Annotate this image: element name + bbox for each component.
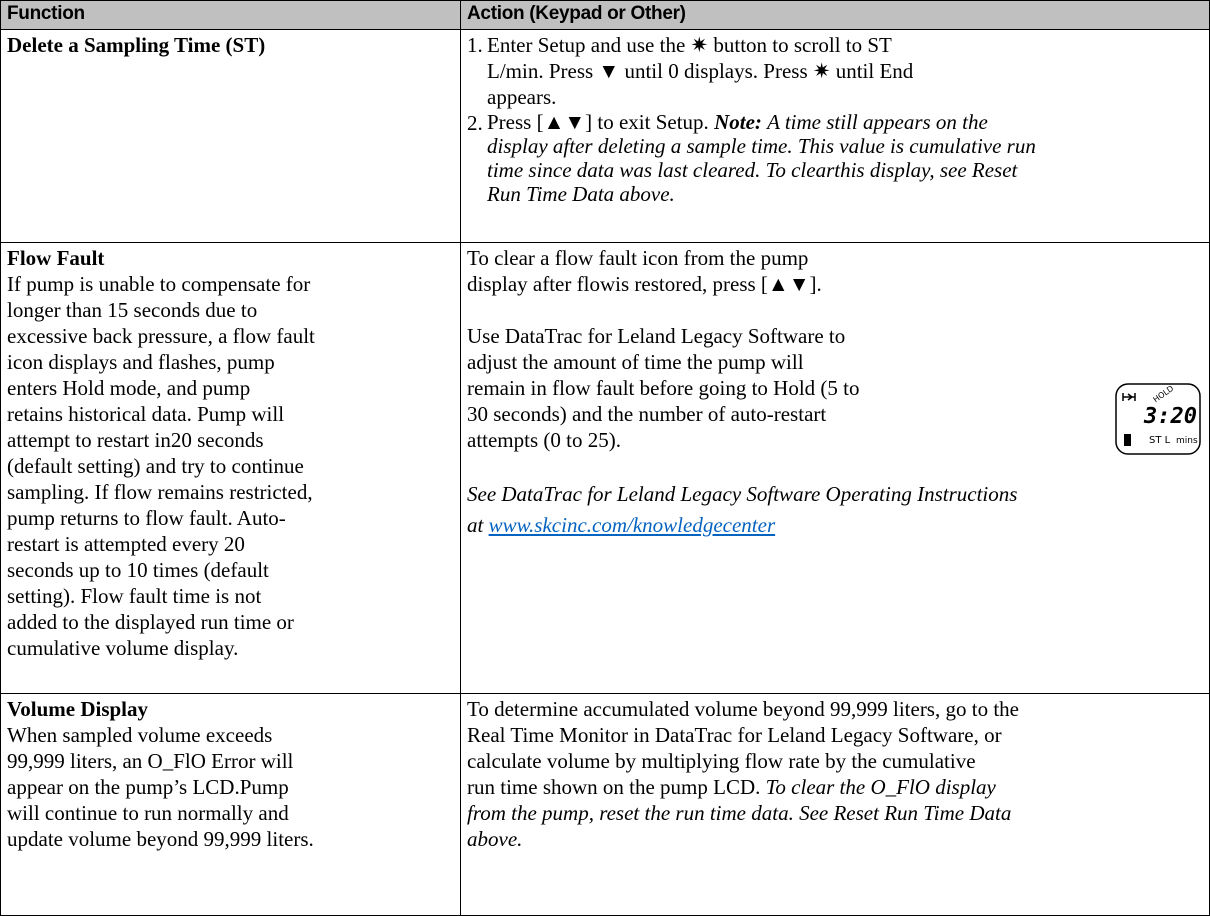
step-text: Press [▲▼] to exit Setup. bbox=[487, 110, 709, 134]
header-cell: Function bbox=[0, 0, 461, 30]
lcd-unit: mins bbox=[1176, 436, 1198, 446]
step: 1. Enter Setup and use the ✷ button to s… bbox=[467, 32, 1203, 110]
text-line: appear on the pump’s LCD.Pump bbox=[7, 775, 289, 799]
step-text: Press [▲▼] to exit Setup. Note: A time s… bbox=[487, 110, 1036, 206]
text-line: longer than 15 seconds due to bbox=[7, 298, 258, 322]
function-text: If pump is unable to compensate for longe… bbox=[7, 271, 454, 661]
function-text: When sampled volume exceeds 99,999 liters… bbox=[7, 722, 454, 852]
text-line: 30 seconds) and the number of auto-resta… bbox=[467, 402, 827, 426]
text-line: When sampled volume exceeds bbox=[7, 723, 273, 747]
paragraph: To clear a flow fault icon from the pump… bbox=[467, 245, 1203, 297]
reference-prefix: at bbox=[467, 513, 484, 537]
text-line: enters Hold mode, and pump bbox=[7, 376, 251, 400]
text-line: setting). Flow fault time is not bbox=[7, 584, 262, 608]
spacer bbox=[467, 453, 1203, 479]
text: run time shown on the pump LCD. bbox=[467, 775, 761, 799]
text-line: from the pump, reset the run time data. … bbox=[467, 801, 1012, 825]
text-line: L/min. Press ▼ until 0 displays. Press ✷… bbox=[487, 59, 914, 83]
text-line: Run Time Data above. bbox=[487, 182, 675, 206]
note-label: Note: bbox=[714, 110, 762, 134]
text-line: display after flowis restored, press [▲▼… bbox=[467, 272, 822, 296]
link[interactable]: www.skcinc.com/knowledgecenter bbox=[488, 513, 776, 537]
paragraph: Use DataTrac for Leland Legacy Software … bbox=[467, 323, 1203, 453]
text-line: appears. bbox=[487, 85, 557, 109]
text-line: seconds up to 10 times (default bbox=[7, 558, 269, 582]
text-line: time since data was last cleared. To cle… bbox=[487, 158, 1018, 182]
flow-fault-icon bbox=[1122, 393, 1136, 401]
lcd-time: 3:20 bbox=[1143, 404, 1197, 429]
text-line: adjust the amount of time the pump will bbox=[467, 350, 804, 374]
text-line: will continue to run normally and bbox=[7, 801, 289, 825]
step-number: 1. bbox=[467, 33, 483, 57]
reference-link-line: at www.skcinc.com/knowledgecenter bbox=[467, 509, 1203, 541]
text-line: attempts (0 to 25). bbox=[467, 428, 621, 452]
paragraph: To determine accumulated volume beyond 9… bbox=[467, 696, 1203, 774]
lcd-display: HOLD 3:20 ST L mins bbox=[1115, 383, 1201, 455]
lcd-frame bbox=[1115, 383, 1201, 455]
action-cell: To determine accumulated volume beyond 9… bbox=[460, 693, 1210, 916]
table-row: Flow Fault If pump is unable to compensa… bbox=[0, 242, 1210, 694]
text-line: Press [▲▼] to exit Setup. Note: A time s… bbox=[487, 110, 1036, 134]
text-line: remain in flow fault before going to Hol… bbox=[467, 376, 860, 400]
text-line: icon displays and flashes, pump bbox=[7, 350, 275, 374]
text-line: Enter Setup and use the ✷ button to scro… bbox=[487, 33, 892, 57]
text-line: excessive back pressure, a flow fault bbox=[7, 324, 315, 348]
table-row: Volume Display When sampled volume excee… bbox=[0, 693, 1210, 916]
function-cell: Flow Fault If pump is unable to compensa… bbox=[0, 242, 461, 694]
table-row: Delete a Sampling Time (ST) 1. Enter Set… bbox=[0, 29, 1210, 243]
text-line: calculate volume by multiplying flow rat… bbox=[467, 749, 976, 773]
text-line: restart is attempted every 20 bbox=[7, 532, 245, 556]
text-line: above. bbox=[467, 827, 523, 851]
function-title: Volume Display bbox=[7, 697, 149, 721]
text-line: Use DataTrac for Leland Legacy Software … bbox=[467, 324, 846, 348]
action-cell: 1. Enter Setup and use the ✷ button to s… bbox=[460, 29, 1210, 243]
text-line: attempt to restart in20 seconds bbox=[7, 428, 264, 452]
function-cell: Volume Display When sampled volume excee… bbox=[0, 693, 461, 916]
step-text: Enter Setup and use the ✷ button to scro… bbox=[487, 32, 913, 110]
note-text: A time still appears on the bbox=[767, 110, 988, 134]
text-line: added to the displayed run time or bbox=[7, 610, 294, 634]
spacer bbox=[467, 297, 1203, 323]
lcd-label: ST L bbox=[1149, 435, 1171, 446]
text-line: Real Time Monitor in DataTrac for Leland… bbox=[467, 723, 1002, 747]
function-title: Delete a Sampling Time (ST) bbox=[7, 33, 266, 57]
text-line: run time shown on the pump LCD. To clear… bbox=[467, 774, 1203, 800]
text-line: display after deleting a sample time. Th… bbox=[487, 134, 1036, 158]
step-number: 2. bbox=[467, 111, 483, 135]
italic-text: To clear the O_FlO display bbox=[765, 775, 996, 799]
battery-icon bbox=[1124, 434, 1131, 446]
text-line: update volume beyond 99,999 liters. bbox=[7, 827, 314, 851]
text-line: If pump is unable to compensate for bbox=[7, 272, 311, 296]
text-line: sampling. If flow remains restricted, bbox=[7, 480, 313, 504]
header-row: Function Action (Keypad or Other) bbox=[0, 0, 1210, 30]
function-cell: Delete a Sampling Time (ST) bbox=[0, 29, 461, 243]
italic-paragraph: from the pump, reset the run time data. … bbox=[467, 800, 1203, 852]
note-text: display after deleting a sample time. Th… bbox=[487, 134, 1036, 206]
action-cell: To clear a flow fault icon from the pump… bbox=[460, 242, 1210, 694]
reference: See DataTrac for Leland Legacy Software … bbox=[467, 482, 1018, 506]
text-line: pump returns to flow fault. Auto- bbox=[7, 506, 286, 530]
text-line: To clear a flow fault icon from the pump bbox=[467, 246, 809, 270]
text-line: cumulative volume display. bbox=[7, 636, 239, 660]
step: 2. Press [▲▼] to exit Setup. Note: A tim… bbox=[467, 110, 1203, 206]
text-line: (default setting) and try to continue bbox=[7, 454, 304, 478]
text-line: To determine accumulated volume beyond 9… bbox=[467, 697, 1019, 721]
header-cell: Action (Keypad or Other) bbox=[460, 0, 1210, 30]
text-line: retains historical data. Pump will bbox=[7, 402, 285, 426]
text-line: 99,999 liters, an O_FlO Error will bbox=[7, 749, 294, 773]
function-title: Flow Fault bbox=[7, 246, 105, 270]
